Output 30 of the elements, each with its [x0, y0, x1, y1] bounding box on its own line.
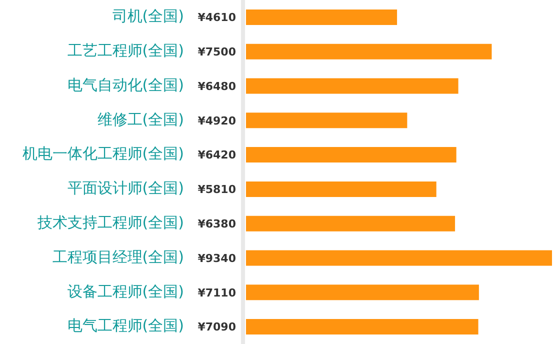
data-label: ¥4920 — [198, 114, 236, 128]
data-label: ¥6480 — [198, 80, 236, 93]
data-label: ¥6380 — [198, 217, 236, 230]
bar — [246, 216, 456, 232]
bar — [246, 44, 492, 60]
bar — [246, 181, 436, 197]
data-label: ¥6420 — [198, 148, 236, 162]
y-tick-label: 电气自动化(全国) — [67, 76, 184, 94]
data-label: ¥7500 — [198, 45, 236, 58]
y-tick-label: 司机(全国) — [112, 7, 184, 26]
y-tick-label: 平面设计师(全国) — [67, 179, 184, 198]
bar — [246, 250, 552, 266]
data-label: ¥9340 — [198, 252, 236, 265]
y-tick-label: 电气工程师(全国) — [67, 316, 184, 335]
bar — [246, 78, 458, 94]
data-label: ¥7090 — [198, 320, 236, 334]
y-tick-label: 设备工程师(全国) — [67, 282, 184, 300]
y-tick-label: 机电一体化工程师(全国) — [22, 144, 184, 163]
bar — [246, 112, 408, 128]
y-tick-label: 工艺工程师(全国) — [67, 41, 184, 60]
data-label: ¥5810 — [198, 183, 236, 196]
y-tick-label: 工程项目经理(全国) — [52, 248, 184, 266]
data-label: ¥4610 — [198, 11, 236, 24]
bar — [246, 284, 479, 300]
bar — [246, 147, 456, 163]
bar — [246, 319, 478, 335]
data-label: ¥7110 — [198, 286, 236, 300]
y-tick-label: 维修工(全国) — [97, 110, 184, 128]
bar — [246, 9, 398, 25]
y-tick-label: 技术支持工程师(全国) — [36, 213, 184, 232]
